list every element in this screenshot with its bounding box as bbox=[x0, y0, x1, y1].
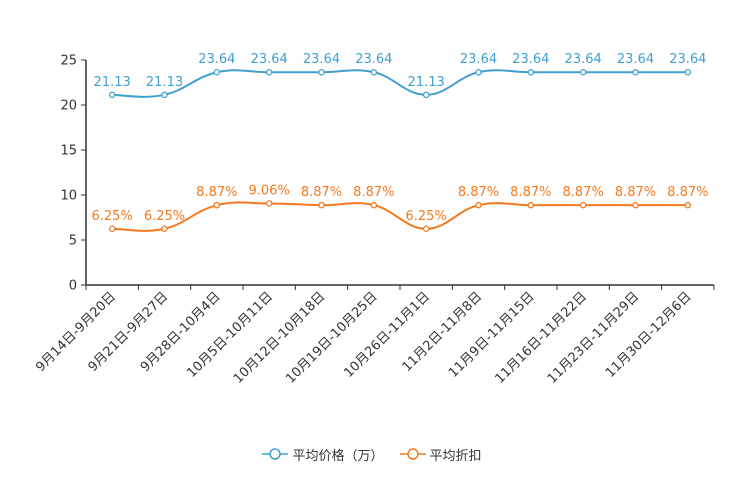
data-point bbox=[527, 68, 535, 76]
y-tick-label: 10 bbox=[60, 189, 77, 204]
data-label: 21.13 bbox=[146, 75, 183, 90]
data-point bbox=[579, 201, 587, 209]
data-label: 6.25% bbox=[92, 209, 133, 224]
data-point bbox=[475, 201, 482, 209]
data-point bbox=[318, 68, 325, 76]
legend-marker-price bbox=[262, 448, 289, 460]
y-tick-label: 5 bbox=[69, 234, 77, 249]
data-label: 9.06% bbox=[249, 183, 290, 198]
data-label: 21.13 bbox=[94, 75, 131, 90]
data-label: 23.64 bbox=[198, 52, 235, 67]
y-tick-label: 0 bbox=[69, 279, 77, 294]
data-label: 8.87% bbox=[301, 185, 342, 200]
series-line-0 bbox=[112, 69, 688, 98]
x-tick-label: 10月12日-10月18日 bbox=[231, 289, 328, 386]
data-point bbox=[265, 68, 273, 76]
legend-label-discount: 平均折扣 bbox=[429, 448, 482, 464]
data-point bbox=[265, 200, 273, 207]
data-point bbox=[213, 68, 221, 76]
x-tick-label: 11月23日-11月29日 bbox=[545, 289, 642, 386]
data-point bbox=[475, 68, 482, 76]
data-point bbox=[213, 201, 221, 209]
data-point bbox=[684, 68, 692, 76]
data-label: 8.87% bbox=[353, 185, 394, 200]
legend-marker-discount bbox=[399, 448, 426, 460]
data-label: 23.64 bbox=[355, 52, 392, 67]
data-label: 8.87% bbox=[458, 185, 499, 200]
data-label: 6.25% bbox=[406, 209, 447, 224]
data-label: 8.87% bbox=[615, 185, 656, 200]
data-label: 6.25% bbox=[144, 209, 185, 224]
y-tick-label: 15 bbox=[60, 144, 77, 159]
legend: 平均价格（万） 平均折扣 bbox=[0, 444, 744, 464]
x-tick-label: 11月16日-11月22日 bbox=[493, 289, 590, 386]
legend-item-discount[interactable]: 平均折扣 bbox=[399, 445, 482, 464]
y-tick-label: 20 bbox=[60, 99, 77, 114]
legend-item-price[interactable]: 平均价格（万） bbox=[262, 445, 384, 464]
data-point bbox=[422, 91, 430, 99]
series-line-1 bbox=[112, 201, 688, 232]
data-point bbox=[632, 68, 639, 76]
data-label: 8.87% bbox=[196, 185, 237, 200]
data-point bbox=[422, 225, 430, 232]
data-point bbox=[579, 68, 587, 76]
data-point bbox=[370, 68, 378, 76]
data-point bbox=[108, 225, 116, 232]
data-label: 23.64 bbox=[617, 52, 654, 67]
data-point bbox=[161, 91, 168, 99]
data-point bbox=[161, 225, 168, 232]
y-tick-label: 25 bbox=[60, 54, 77, 69]
data-label: 21.13 bbox=[408, 75, 445, 90]
data-point bbox=[108, 91, 116, 99]
data-label: 23.64 bbox=[669, 52, 706, 67]
data-label: 23.64 bbox=[512, 52, 549, 67]
data-label: 23.64 bbox=[460, 52, 497, 67]
data-point bbox=[527, 201, 535, 209]
data-label: 23.64 bbox=[251, 52, 288, 67]
data-point bbox=[684, 201, 692, 209]
data-point bbox=[318, 201, 325, 209]
data-point bbox=[370, 201, 378, 209]
data-label: 8.87% bbox=[667, 185, 708, 200]
x-tick-label: 10月19日-10月25日 bbox=[283, 289, 380, 386]
data-label: 23.64 bbox=[565, 52, 602, 67]
data-label: 8.87% bbox=[510, 185, 551, 200]
data-label: 23.64 bbox=[303, 52, 340, 67]
legend-label-price: 平均价格（万） bbox=[292, 448, 384, 464]
data-point bbox=[632, 201, 639, 209]
data-label: 8.87% bbox=[563, 185, 604, 200]
